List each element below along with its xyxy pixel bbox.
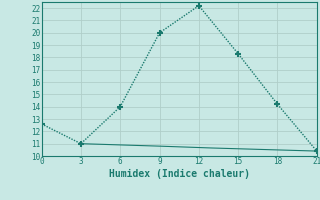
X-axis label: Humidex (Indice chaleur): Humidex (Indice chaleur) [109, 169, 250, 179]
